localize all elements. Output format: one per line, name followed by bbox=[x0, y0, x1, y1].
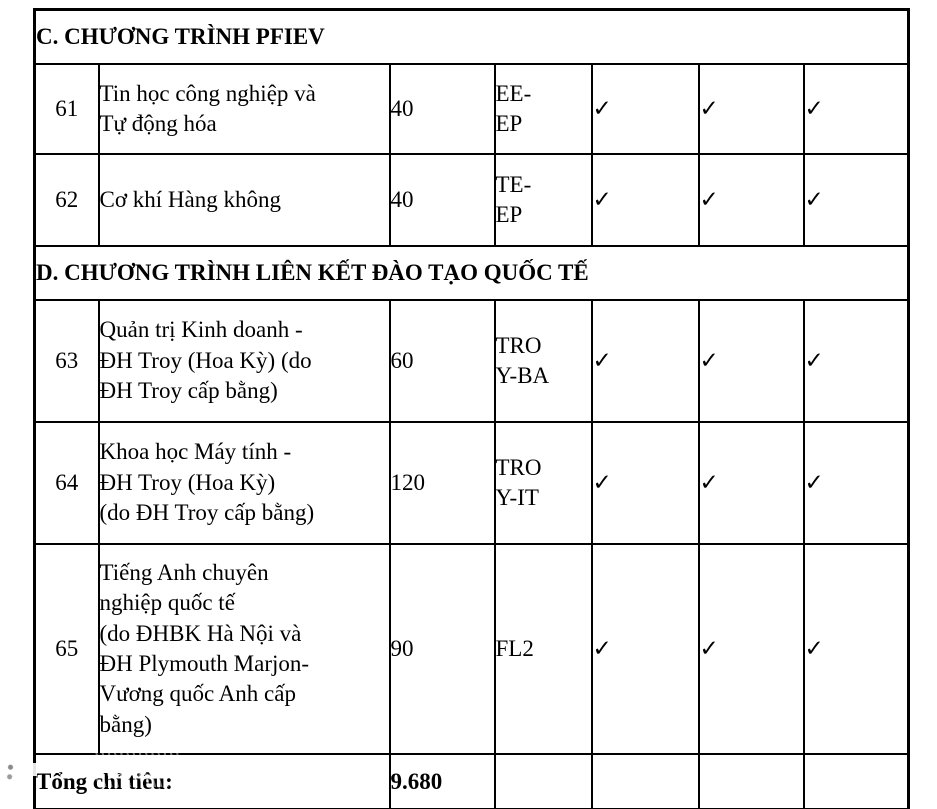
check-icon: ✓ bbox=[699, 470, 719, 495]
check-icon: ✓ bbox=[592, 636, 612, 661]
check-cell: ✓ bbox=[802, 543, 910, 755]
check-icon: ✓ bbox=[804, 470, 824, 495]
check-cell: ✓ bbox=[697, 299, 805, 423]
check-cell: ✓ bbox=[590, 63, 700, 155]
quota-cell: 90 bbox=[388, 543, 496, 755]
check-icon: ✓ bbox=[804, 636, 824, 661]
check-icon: ✓ bbox=[804, 348, 824, 373]
empty-cell bbox=[493, 753, 593, 809]
check-icon: ✓ bbox=[592, 187, 612, 212]
check-cell: ✓ bbox=[697, 153, 805, 247]
check-cell: ✓ bbox=[697, 63, 805, 155]
total-quota: 9.680 bbox=[388, 753, 496, 809]
check-cell: ✓ bbox=[590, 153, 700, 247]
check-icon: ✓ bbox=[592, 96, 612, 121]
section-title: D. CHƯƠNG TRÌNH LIÊN KẾT ĐÀO TẠO QUỐC TẾ bbox=[33, 245, 910, 301]
program-name-cell: Tiếng Anh chuyên nghiệp quốc tế (do ĐHBK… bbox=[97, 543, 391, 755]
check-icon: ✓ bbox=[804, 187, 824, 212]
check-icon: ✓ bbox=[699, 348, 719, 373]
table-row: 64 Khoa học Máy tính - ĐH Troy (Hoa Kỳ) … bbox=[33, 421, 910, 545]
row-number-cell: 63 bbox=[33, 299, 100, 423]
check-icon: ✓ bbox=[699, 636, 719, 661]
empty-cell bbox=[802, 753, 910, 809]
check-cell: ✓ bbox=[590, 543, 700, 755]
check-cell: ✓ bbox=[802, 63, 910, 155]
check-icon: ✓ bbox=[592, 470, 612, 495]
program-name-cell: Cơ khí Hàng không bbox=[97, 153, 391, 247]
scan-artifact bbox=[31, 763, 37, 776]
table-row: 63 Quản trị Kinh doanh - ĐH Troy (Hoa Kỳ… bbox=[33, 299, 910, 423]
check-icon: ✓ bbox=[699, 187, 719, 212]
program-code-cell: FL2 bbox=[493, 543, 593, 755]
empty-cell bbox=[697, 753, 805, 809]
table-row: 62 Cơ khí Hàng không 40 TE- EP ✓ ✓ ✓ bbox=[33, 153, 910, 247]
check-cell: ✓ bbox=[802, 153, 910, 247]
row-number-cell: 64 bbox=[33, 421, 100, 545]
admissions-table: C. CHƯƠNG TRÌNH PFIEV 61 Tin học công ng… bbox=[33, 8, 911, 809]
total-label: Tổng chỉ tiêu: bbox=[33, 753, 391, 809]
program-code-cell: TE- EP bbox=[493, 153, 593, 247]
program-name-cell: Khoa học Máy tính - ĐH Troy (Hoa Kỳ) (do… bbox=[97, 421, 391, 545]
quota-cell: 120 bbox=[388, 421, 496, 545]
section-header-d: D. CHƯƠNG TRÌNH LIÊN KẾT ĐÀO TẠO QUỐC TẾ bbox=[33, 245, 910, 301]
empty-cell bbox=[590, 753, 700, 809]
table-row: 65 Tiếng Anh chuyên nghiệp quốc tế (do Đ… bbox=[33, 543, 910, 755]
program-code-cell: TRO Y-IT bbox=[493, 421, 593, 545]
row-number-cell: 62 bbox=[33, 153, 100, 247]
check-cell: ✓ bbox=[697, 543, 805, 755]
section-header-c: C. CHƯƠNG TRÌNH PFIEV bbox=[33, 8, 910, 65]
program-name-cell: Quản trị Kinh doanh - ĐH Troy (Hoa Kỳ) (… bbox=[97, 299, 391, 423]
row-number-cell: 61 bbox=[33, 63, 100, 155]
check-cell: ✓ bbox=[697, 421, 805, 545]
quota-cell: 40 bbox=[388, 63, 496, 155]
check-cell: ✓ bbox=[802, 421, 910, 545]
check-icon: ✓ bbox=[699, 96, 719, 121]
total-row: Tổng chỉ tiêu: 9.680 bbox=[33, 753, 910, 809]
row-number-cell: 65 bbox=[33, 543, 100, 755]
check-cell: ✓ bbox=[590, 421, 700, 545]
check-icon: ✓ bbox=[804, 96, 824, 121]
program-code-cell: TRO Y-BA bbox=[493, 299, 593, 423]
table-row: 61 Tin học công nghiệp và Tự động hóa 40… bbox=[33, 63, 910, 155]
check-cell: ✓ bbox=[590, 299, 700, 423]
section-title: C. CHƯƠNG TRÌNH PFIEV bbox=[33, 8, 910, 65]
quota-cell: 40 bbox=[388, 153, 496, 247]
program-code-cell: EE- EP bbox=[493, 63, 593, 155]
quota-cell: 60 bbox=[388, 299, 496, 423]
program-name-cell: Tin học công nghiệp và Tự động hóa bbox=[97, 63, 391, 155]
scan-artifact bbox=[6, 764, 15, 780]
check-icon: ✓ bbox=[592, 348, 612, 373]
check-cell: ✓ bbox=[802, 299, 910, 423]
